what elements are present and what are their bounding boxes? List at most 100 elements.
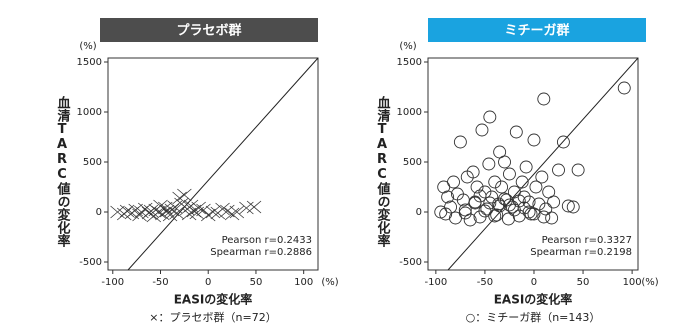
annotation: Spearman r=0.2886 [210, 247, 312, 258]
marker-circle [475, 123, 489, 137]
marker-circle [444, 200, 458, 214]
y-tick-label: 500 [403, 157, 422, 168]
marker-circle [483, 196, 497, 210]
marker-circle [522, 205, 536, 219]
x-tick-label: 0 [531, 277, 537, 288]
marker-x [164, 203, 180, 217]
reference-line [127, 57, 319, 271]
marker-x [177, 188, 192, 202]
marker-circle [468, 196, 482, 210]
marker-x [205, 205, 221, 219]
marker-circle [537, 210, 551, 224]
y-tick-label: 1500 [77, 57, 102, 68]
marker-circle [482, 157, 496, 171]
marker-circle [519, 160, 533, 174]
header-title: プラセボ群 [176, 23, 241, 39]
marker-x [246, 200, 262, 214]
marker-circle [539, 202, 553, 216]
marker-circle [470, 180, 484, 194]
marker-circle [495, 180, 509, 194]
annotation: Pearson r=0.3327 [542, 235, 632, 246]
plot-frame [427, 57, 639, 271]
marker-circle [552, 163, 565, 177]
y-tick-label: 1500 [397, 57, 422, 68]
y-tick-label: -500 [79, 257, 102, 268]
marker-circle [527, 133, 541, 147]
marker-circle [439, 207, 453, 221]
reference-line [447, 57, 639, 271]
header-bar [428, 18, 646, 42]
marker-circle [473, 189, 487, 203]
y-tick-label: -500 [399, 257, 422, 268]
x-tick-label: 100 [623, 277, 642, 288]
x-axis-label: EASIの変化率 [494, 292, 573, 307]
marker-x [215, 202, 230, 216]
x-tick-label: -100 [424, 277, 447, 288]
y-unit: (%) [399, 41, 416, 52]
marker-circle [517, 190, 531, 204]
marker-circle [480, 202, 494, 216]
plot-frame [107, 57, 319, 271]
y-tick-label: 1000 [77, 107, 102, 118]
marker-circle [498, 155, 511, 169]
marker-circle [537, 92, 551, 106]
marker-x [224, 207, 240, 221]
x-tick-label: 0 [205, 277, 211, 288]
marker-circle [502, 167, 516, 181]
annotation: Pearson r=0.2433 [222, 235, 312, 246]
marker-circle [547, 195, 561, 209]
marker-x [220, 204, 235, 218]
marker-circle [529, 180, 543, 194]
marker-x [191, 201, 206, 215]
marker-circle [545, 211, 559, 225]
y-axis-label: 血清TARC値の変化率 [55, 95, 72, 248]
marker-x [132, 208, 147, 222]
marker-circle [441, 190, 455, 204]
marker-circle [617, 81, 631, 95]
annotation: Spearman r=0.2198 [530, 247, 632, 258]
marker-x [181, 207, 197, 221]
marker-x [200, 208, 216, 222]
x-tick-label: -50 [477, 277, 493, 288]
marker-circle [493, 199, 507, 213]
marker-circle [502, 198, 516, 212]
marker-x [169, 206, 184, 220]
marker-x [229, 205, 245, 219]
marker-circle [561, 199, 575, 213]
marker-circle [535, 170, 549, 184]
y-tick-label: 0 [416, 207, 422, 218]
y-tick-label: 1000 [397, 107, 422, 118]
caption: ×：プラセボ群（n=72） [149, 310, 276, 324]
marker-circle [515, 175, 529, 189]
x-tick-label: 100 [294, 277, 313, 288]
marker-circle [524, 207, 538, 221]
marker-circle [502, 212, 515, 226]
marker-circle [509, 125, 523, 139]
marker-circle [488, 175, 502, 189]
x-tick-label: -100 [101, 277, 124, 288]
marker-circle [463, 213, 477, 227]
marker-circle [466, 165, 480, 179]
marker-circle [458, 206, 472, 220]
marker-circle [571, 163, 585, 177]
x-unit: (%) [641, 277, 658, 288]
marker-circle [478, 185, 492, 199]
y-unit: (%) [79, 41, 96, 52]
x-tick-label: 50 [250, 277, 263, 288]
y-tick-label: 500 [83, 157, 102, 168]
marker-circle [566, 200, 580, 214]
caption: ○：ミチーガ群（n=143） [466, 310, 601, 324]
marker-circle [556, 135, 570, 149]
marker-circle [490, 208, 504, 222]
marker-x [153, 199, 168, 213]
header-bar [100, 18, 318, 42]
marker-circle [517, 201, 531, 215]
x-axis-label: EASIの変化率 [174, 292, 253, 307]
x-tick-label: -50 [152, 277, 168, 288]
marker-circle [447, 175, 460, 189]
x-unit: (%) [321, 277, 338, 288]
marker-circle [512, 194, 526, 208]
marker-circle [453, 135, 467, 149]
marker-circle [483, 110, 497, 124]
